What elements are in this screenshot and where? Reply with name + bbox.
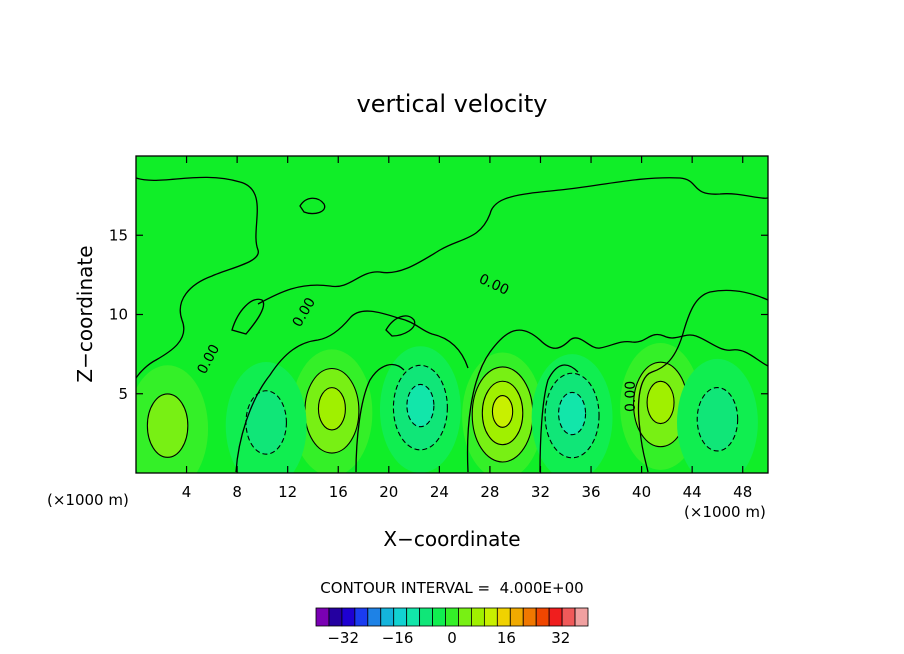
x-tick-label: 48 (733, 483, 752, 501)
contour-band (696, 387, 739, 452)
zero-contour-right (637, 289, 768, 473)
x-tick-label: 32 (531, 483, 550, 501)
contour-band (317, 387, 346, 431)
colorbar-tick-label: −32 (327, 629, 359, 647)
x-tick-label: 8 (232, 483, 242, 501)
y-tick-label: 10 (109, 306, 128, 324)
colorbar-swatch (509, 607, 524, 627)
contour-band (491, 395, 514, 428)
velocity-cell-down (225, 362, 307, 473)
colorbar-swatch (432, 607, 446, 627)
zero-contour-gap-a (355, 363, 405, 473)
colorbar-swatch (535, 607, 550, 627)
contour-band (146, 393, 189, 458)
colorbar-swatch (445, 607, 459, 627)
velocity-cell-down (677, 358, 758, 473)
colorbar-swatch (419, 607, 433, 627)
x-tick-label: 12 (278, 483, 297, 501)
colorbar-swatch (561, 607, 576, 627)
x-unit-left: (×1000 m) (47, 491, 129, 509)
zero-contour-island-b (385, 315, 416, 337)
zero-contour-middle (235, 310, 469, 473)
zero-contour-lower (466, 329, 768, 473)
colorbar-swatch (341, 607, 356, 627)
x-tick-label: 28 (480, 483, 499, 501)
colorbar-swatch (496, 607, 511, 627)
colorbar-tick-label: 32 (551, 629, 570, 647)
zero-contour-island-c (231, 298, 265, 335)
velocity-cell-up (136, 365, 209, 473)
colorbar-swatch (458, 607, 472, 627)
contour-interval-label: CONTOUR INTERVAL = 4.000E+00 (320, 579, 583, 597)
colorbar-tick-label: 16 (497, 629, 516, 647)
colorbar-tick-label: 0 (447, 629, 457, 647)
contour-label: 0.00 (623, 381, 639, 412)
contour-band (406, 383, 435, 428)
chart-title: vertical velocity (357, 90, 548, 118)
velocity-cell-down (531, 354, 613, 473)
colorbar-swatch (328, 607, 343, 627)
x-tick-label: 44 (683, 483, 702, 501)
x-axis-label: X−coordinate (383, 527, 520, 551)
y-axis-label: Z−coordinate (73, 245, 97, 382)
colorbar-swatch (315, 607, 330, 627)
zero-contour-island-a (299, 197, 326, 215)
colorbar-swatch (354, 607, 369, 627)
zero-contour-upper (136, 176, 259, 379)
colorbar-tick-label: −16 (382, 629, 414, 647)
plot-area: 0.00 0.00 0.00 0.00 4 8 12 16 20 24 28 32 36 40 44… (109, 155, 769, 501)
colorbar-swatch (367, 607, 382, 627)
velocity-cell-down (379, 346, 461, 473)
colorbar-swatch (471, 607, 485, 627)
colorbar-swatch (483, 607, 498, 627)
zero-contour-gap-b (539, 364, 579, 473)
x-tick-label: 16 (329, 483, 348, 501)
contour-band (558, 391, 587, 436)
x-tick-label: 40 (632, 483, 651, 501)
colorbar-swatch (548, 607, 563, 627)
zero-contour-ridge (257, 177, 768, 305)
colorbar-swatch (406, 607, 421, 627)
x-tick-label: 36 (581, 483, 600, 501)
y-tick-label: 5 (118, 385, 128, 403)
zero-contours (136, 176, 768, 473)
x-unit-right: (×1000 m) (684, 503, 766, 521)
x-tick-label: 24 (430, 483, 449, 501)
colorbar-swatch (393, 607, 408, 627)
y-tick-label: 15 (109, 226, 128, 244)
velocity-cell-up (291, 349, 373, 473)
velocity-field (136, 343, 758, 473)
colorbar-swatch (380, 607, 395, 627)
contour-band (245, 390, 287, 455)
colorbar-swatch (522, 607, 537, 627)
velocity-cell-up (462, 352, 543, 473)
colorbar-swatch (574, 607, 589, 627)
x-tick-label: 20 (379, 483, 398, 501)
x-tick-label: 4 (182, 483, 192, 501)
colorbar: −32 −16 0 16 32 (315, 607, 589, 647)
contour-band (646, 380, 675, 425)
